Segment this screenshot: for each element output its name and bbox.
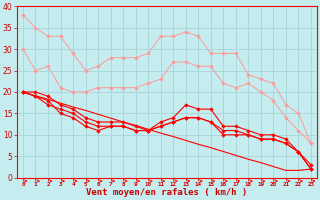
- X-axis label: Vent moyen/en rafales ( km/h ): Vent moyen/en rafales ( km/h ): [86, 188, 248, 197]
